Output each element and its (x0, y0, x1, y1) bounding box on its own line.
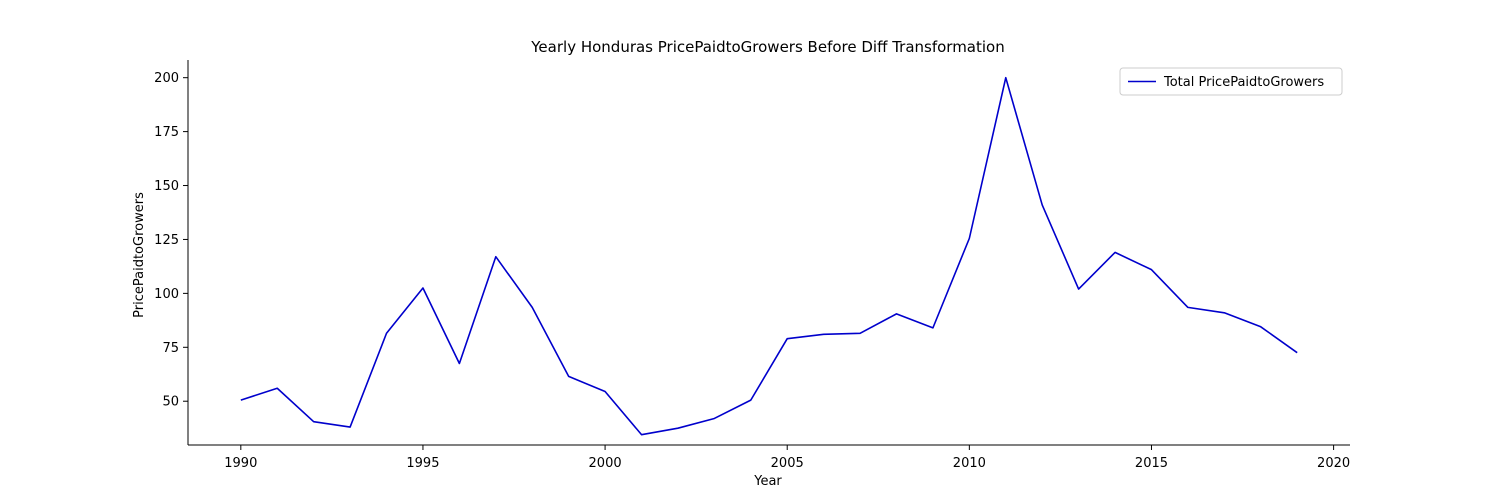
series-lines (241, 78, 1297, 435)
y-tick-label: 100 (154, 287, 179, 302)
x-tick-label: 2010 (953, 456, 986, 471)
x-tick-label: 2000 (589, 456, 622, 471)
y-tick-label: 50 (162, 395, 179, 410)
y-tick-label: 200 (154, 71, 179, 86)
legend: Total PricePaidtoGrowers (1120, 68, 1342, 95)
x-axis-ticks: 1990 1995 2000 2005 2010 2015 2020 (224, 445, 1350, 471)
x-tick-label: 2005 (771, 456, 804, 471)
x-axis-label: Year (753, 474, 782, 489)
y-axis-label: PricePaidtoGrowers (132, 192, 147, 318)
x-tick-label: 1990 (224, 456, 257, 471)
y-tick-label: 125 (154, 233, 179, 248)
y-tick-label: 175 (154, 125, 179, 140)
y-tick-label: 150 (154, 179, 179, 194)
y-axis-ticks: 50 75 100 125 150 175 200 (154, 71, 188, 410)
x-tick-label: 1995 (406, 456, 439, 471)
x-tick-label: 2020 (1317, 456, 1350, 471)
legend-label: Total PricePaidtoGrowers (1163, 75, 1324, 90)
y-tick-label: 75 (162, 341, 179, 356)
axes (188, 60, 1350, 445)
series-line-0 (241, 78, 1297, 435)
x-tick-label: 2015 (1135, 456, 1168, 471)
chart-title: Yearly Honduras PricePaidtoGrowers Befor… (530, 38, 1004, 56)
